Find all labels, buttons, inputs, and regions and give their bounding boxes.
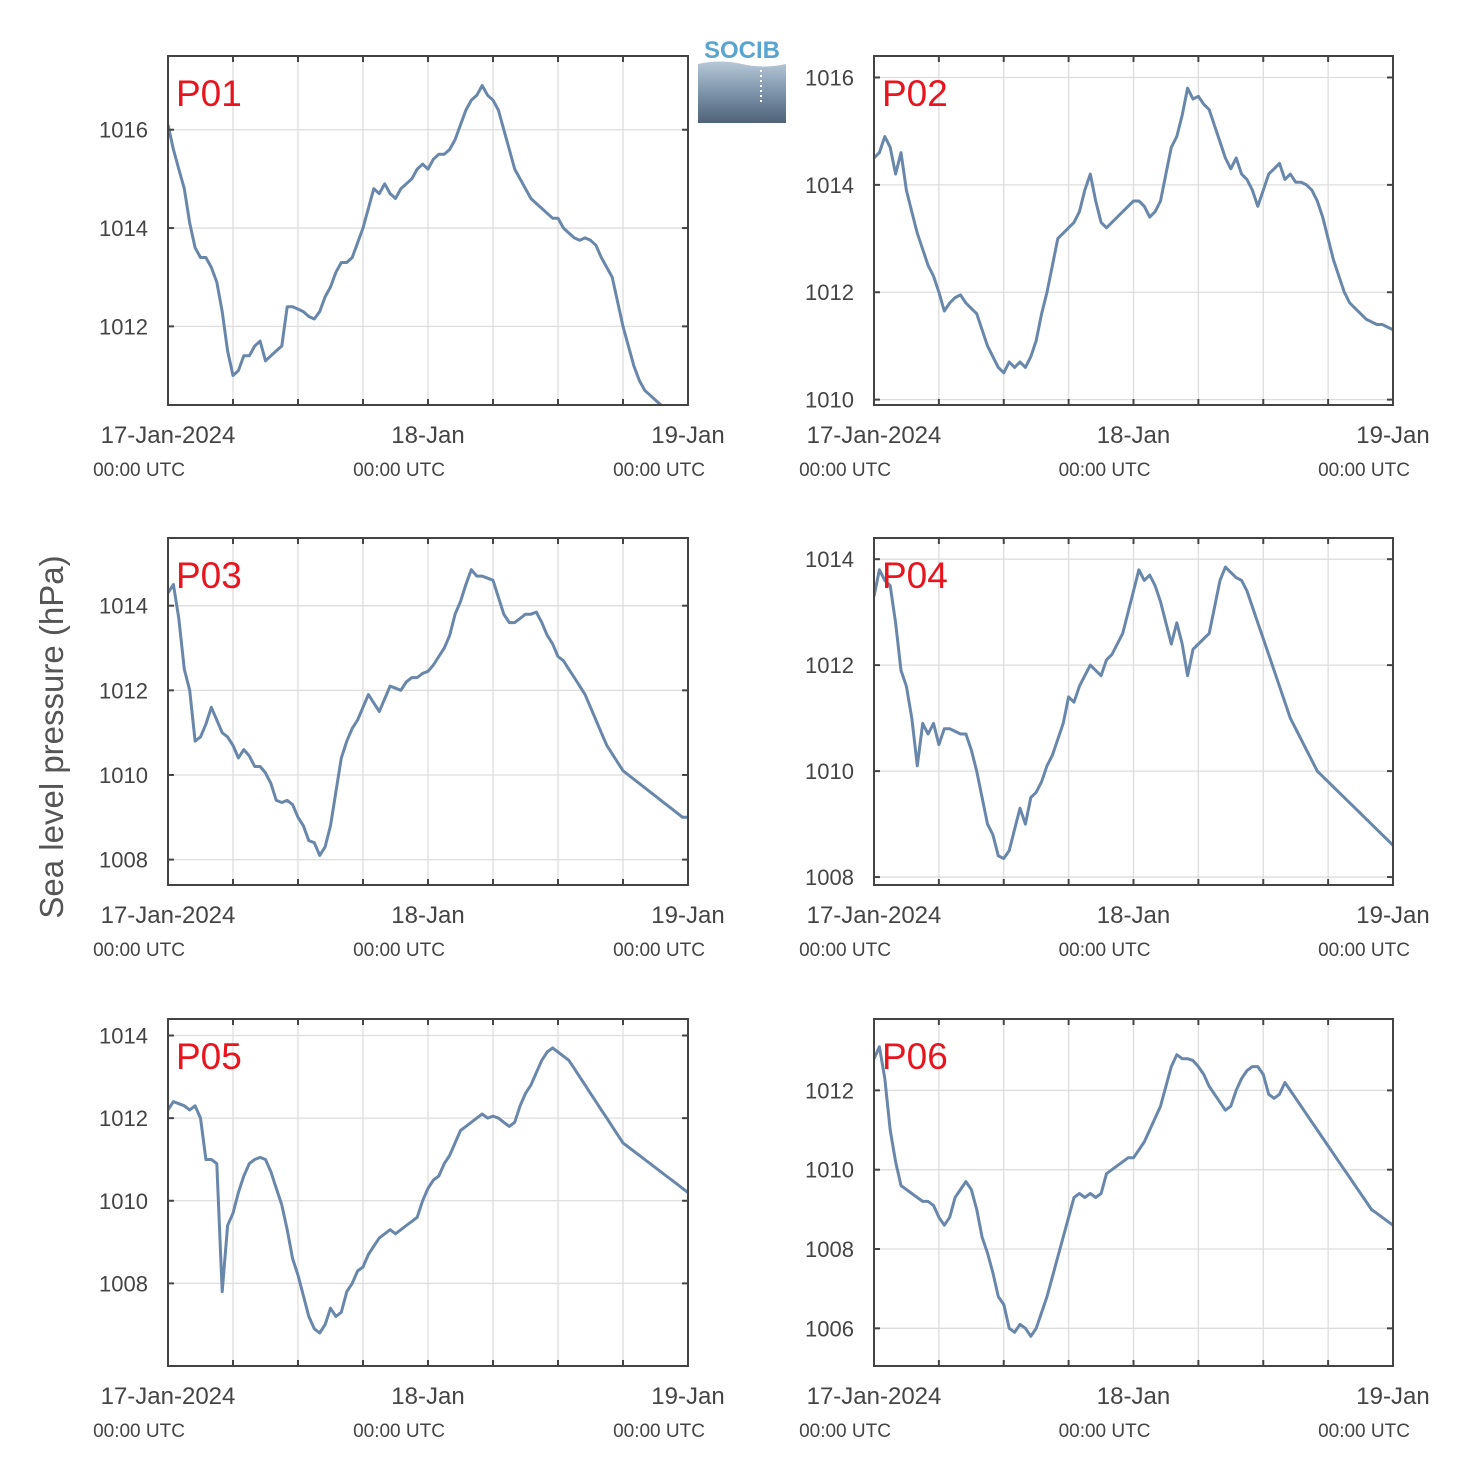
x-tick-label: 19-Jan [1356,422,1429,449]
chart-panel-p01: 1012 1014 1016 17-Jan-2024 00:00 UTC 18-Jan 00… [93,55,725,481]
y-tick-label: 1010 [99,763,148,788]
y-tick-label: 1006 [805,1316,854,1341]
x-tick-label: 19-Jan [651,1383,724,1410]
chart-panel-p05: 1008 1010 1012 1014 17-Jan-2024 00:00 UTC 18-J… [93,1018,725,1442]
x-tick-sublabel: 00:00 UTC [613,460,705,481]
x-tick-sublabel: 00:00 UTC [613,940,705,961]
panel-label: P01 [176,73,242,114]
x-tick-sublabel: 00:00 UTC [353,460,445,481]
socib-logo: SOCIB [698,37,786,123]
x-tick-sublabel: 00:00 UTC [1059,1421,1151,1442]
x-tick-label: 18-Jan [1097,422,1170,449]
panel-label: P04 [882,555,948,596]
x-tick-sublabel: 00:00 UTC [1318,940,1410,961]
y-tick-label: 1012 [805,653,854,678]
panel-label: P02 [882,73,948,114]
x-tick-label: 19-Jan [1356,1383,1429,1410]
logo-emblem [698,61,786,123]
y-tick-label: 1010 [805,1158,854,1183]
x-tick-sublabel: 00:00 UTC [1318,460,1410,481]
y-tick-label: 1016 [99,118,148,143]
y-tick-label: 1010 [805,759,854,784]
x-tick-sublabel: 00:00 UTC [353,940,445,961]
x-tick-label: 18-Jan [391,422,464,449]
x-tick-sublabel: 00:00 UTC [613,1421,705,1442]
y-tick-label: 1012 [99,1106,148,1131]
chart-panel-p03: 1008 1010 1012 1014 17-Jan-2024 00:00 UTC 18-J… [93,537,725,961]
chart-panel-p04: 1008 1010 1012 1014 17-Jan-2024 00:00 UTC 18-J… [799,537,1430,961]
x-tick-label: 17-Jan-2024 [807,422,942,449]
x-tick-sublabel: 00:00 UTC [353,1421,445,1442]
x-tick-sublabel: 00:00 UTC [1059,460,1151,481]
x-tick-sublabel: 00:00 UTC [799,460,891,481]
pressure-series-line [874,86,1393,375]
y-tick-label: 1008 [99,848,148,873]
x-tick-sublabel: 00:00 UTC [93,940,185,961]
chart-panel-p02: 1010 1012 1014 1016 17-Jan-2024 00:00 UTC 18-J… [799,55,1430,481]
x-tick-label: 17-Jan-2024 [807,902,942,929]
y-tick-label: 1014 [99,1024,148,1049]
y-tick-label: 1014 [99,216,148,241]
x-tick-sublabel: 00:00 UTC [1318,1421,1410,1442]
x-tick-label: 19-Jan [651,422,724,449]
y-tick-label: 1008 [99,1271,148,1296]
chart-panel-p06: 1006 1008 1010 1012 17-Jan-2024 00:00 UTC 18-J… [799,1018,1430,1442]
y-tick-label: 1014 [99,594,148,619]
y-tick-label: 1012 [805,280,854,305]
y-tick-label: 1012 [99,678,148,703]
x-tick-label: 19-Jan [651,902,724,929]
y-tick-label: 1012 [99,314,148,339]
x-tick-sublabel: 00:00 UTC [1059,940,1151,961]
pressure-series-line [168,568,688,857]
logo-text: SOCIB [704,37,780,64]
y-tick-label: 1008 [805,1237,854,1262]
x-tick-label: 17-Jan-2024 [101,902,236,929]
y-tick-label: 1010 [99,1189,148,1214]
x-tick-sublabel: 00:00 UTC [799,940,891,961]
x-tick-label: 17-Jan-2024 [101,1383,236,1410]
x-tick-label: 18-Jan [391,1383,464,1410]
panel-label: P06 [882,1036,948,1077]
panel-label: P05 [176,1036,242,1077]
x-tick-label: 18-Jan [391,902,464,929]
x-tick-sublabel: 00:00 UTC [799,1421,891,1442]
x-tick-label: 19-Jan [1356,902,1429,929]
x-tick-label: 18-Jan [1097,1383,1170,1410]
pressure-series-line [874,565,1393,860]
y-tick-label: 1010 [805,388,854,413]
panels: 1012 1014 1016 17-Jan-2024 00:00 UTC 18-Jan 00… [93,55,1430,1442]
pressure-series-line [168,1046,688,1335]
x-tick-label: 18-Jan [1097,902,1170,929]
panel-label: P03 [176,555,242,596]
y-axis-label: Sea level pressure (hPa) [33,555,70,919]
x-tick-label: 17-Jan-2024 [101,422,236,449]
x-tick-sublabel: 00:00 UTC [93,1421,185,1442]
y-tick-label: 1014 [805,173,854,198]
x-tick-sublabel: 00:00 UTC [93,460,185,481]
y-tick-label: 1008 [805,865,854,890]
pressure-series-line [874,1045,1393,1338]
y-tick-label: 1014 [805,547,854,572]
x-tick-label: 17-Jan-2024 [807,1383,942,1410]
y-tick-label: 1012 [805,1078,854,1103]
y-tick-label: 1016 [805,65,854,90]
pressure-series-line [168,84,664,405]
